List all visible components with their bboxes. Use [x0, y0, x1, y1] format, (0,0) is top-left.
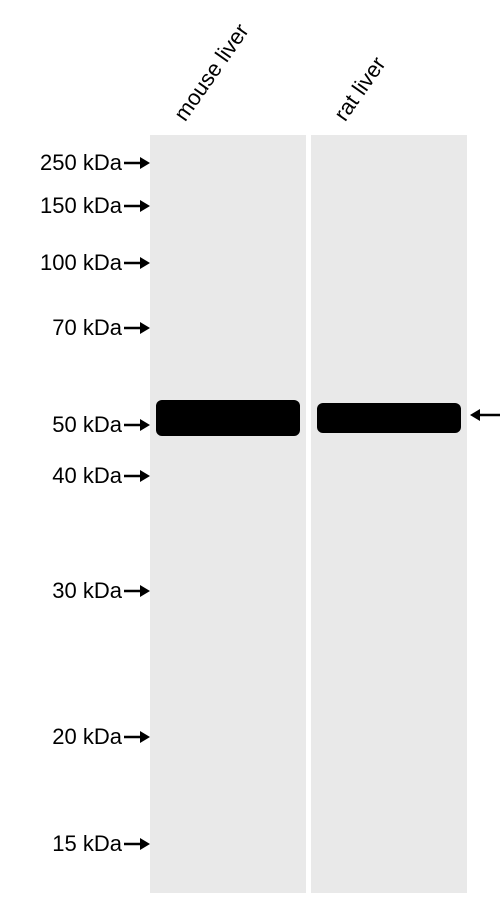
arrow-right-icon [124, 418, 150, 432]
figure-container: WWW.PTGLAB.COM mouse liverrat liver 250 … [0, 0, 500, 903]
lane-label: rat liver [329, 52, 392, 126]
mw-marker-label: 30 kDa [52, 578, 122, 604]
arrow-right-icon [124, 199, 150, 213]
mw-marker-label: 50 kDa [52, 412, 122, 438]
arrow-right-icon [124, 321, 150, 335]
arrow-right-icon [124, 584, 150, 598]
lane [150, 135, 306, 893]
mw-marker: 70 kDa [52, 313, 150, 343]
blot-band [317, 403, 461, 433]
mw-marker: 15 kDa [52, 829, 150, 859]
lane-background [150, 135, 306, 893]
arrow-right-icon [124, 837, 150, 851]
mw-marker-label: 40 kDa [52, 463, 122, 489]
lane [311, 135, 467, 893]
lane-background [311, 135, 467, 893]
mw-marker: 250 kDa [40, 148, 150, 178]
mw-marker: 20 kDa [52, 722, 150, 752]
lane-label: mouse liver [169, 19, 255, 126]
mw-marker: 100 kDa [40, 248, 150, 278]
mw-marker-label: 100 kDa [40, 250, 122, 276]
mw-marker: 50 kDa [52, 410, 150, 440]
arrow-right-icon [124, 730, 150, 744]
arrow-right-icon [124, 156, 150, 170]
mw-marker-label: 70 kDa [52, 315, 122, 341]
blot-band [156, 400, 300, 436]
mw-marker-label: 15 kDa [52, 831, 122, 857]
mw-marker: 40 kDa [52, 461, 150, 491]
arrow-right-icon [124, 256, 150, 270]
mw-marker: 30 kDa [52, 576, 150, 606]
arrow-right-icon [124, 469, 150, 483]
mw-marker-label: 150 kDa [40, 193, 122, 219]
lane-labels: mouse liverrat liver [150, 125, 468, 126]
mw-marker: 150 kDa [40, 191, 150, 221]
band-indicator-arrow [470, 407, 500, 423]
mw-marker-label: 20 kDa [52, 724, 122, 750]
blot-area [150, 135, 468, 893]
mw-marker-label: 250 kDa [40, 150, 122, 176]
